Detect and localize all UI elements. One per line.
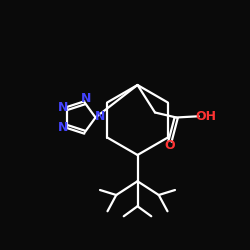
Text: N: N bbox=[58, 101, 68, 114]
Text: N: N bbox=[95, 110, 105, 123]
Text: O: O bbox=[165, 139, 175, 152]
Text: OH: OH bbox=[195, 110, 216, 123]
Text: N: N bbox=[81, 92, 91, 105]
Text: N: N bbox=[58, 121, 68, 134]
